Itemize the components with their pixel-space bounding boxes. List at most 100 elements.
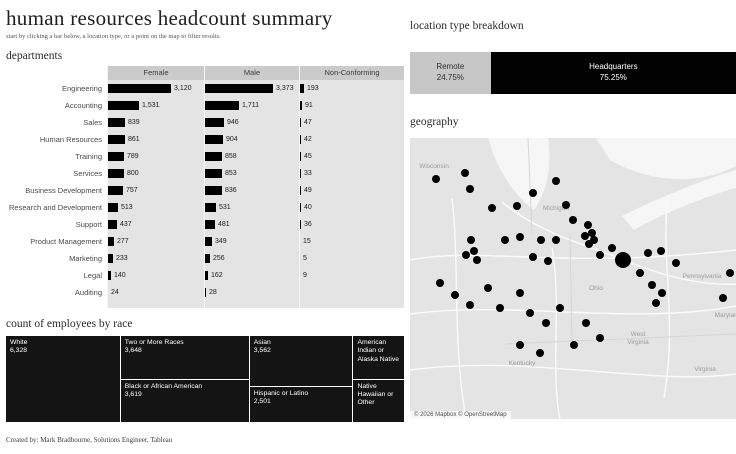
- bar[interactable]: [205, 237, 212, 246]
- race-cell[interactable]: Two or More Races 3,648: [120, 336, 249, 379]
- bar[interactable]: [205, 254, 210, 263]
- bar[interactable]: [205, 271, 208, 280]
- dept-bar-cell[interactable]: 24: [107, 284, 204, 301]
- dept-bar-cell[interactable]: 3,373: [204, 80, 299, 97]
- bar[interactable]: [108, 169, 124, 178]
- dept-bar-cell[interactable]: 531: [204, 199, 299, 216]
- dept-bar-cell[interactable]: 45: [299, 148, 404, 165]
- dept-bar-cell[interactable]: 349: [204, 233, 299, 250]
- dept-bar-cell[interactable]: 33: [299, 165, 404, 182]
- employee-location-dot[interactable]: [529, 189, 537, 197]
- dept-bar-cell[interactable]: 47: [299, 114, 404, 131]
- employee-location-dot[interactable]: [537, 236, 545, 244]
- employee-location-dot[interactable]: [501, 236, 509, 244]
- dept-bar-cell[interactable]: 40: [299, 199, 404, 216]
- bar[interactable]: [205, 135, 223, 144]
- bar[interactable]: [300, 186, 301, 195]
- race-cell[interactable]: White 6,328: [6, 336, 120, 422]
- dept-bar-cell[interactable]: [299, 284, 404, 301]
- employee-location-dot[interactable]: [516, 341, 524, 349]
- employee-location-dot[interactable]: [496, 304, 504, 312]
- employee-location-dot[interactable]: [451, 291, 459, 299]
- employee-location-dot[interactable]: [470, 247, 478, 255]
- dept-bar-cell[interactable]: 91: [299, 97, 404, 114]
- bar[interactable]: [108, 152, 124, 161]
- bar[interactable]: [108, 237, 114, 246]
- dept-bar-cell[interactable]: 28: [204, 284, 299, 301]
- employee-location-dot[interactable]: [552, 177, 560, 185]
- dept-bar-cell[interactable]: 839: [107, 114, 204, 131]
- dept-bar-cell[interactable]: 256: [204, 250, 299, 267]
- dept-bar-cell[interactable]: 49: [299, 182, 404, 199]
- employee-location-dot[interactable]: [581, 232, 589, 240]
- bar[interactable]: [205, 186, 222, 195]
- bar[interactable]: [108, 271, 111, 280]
- employee-location-dot[interactable]: [484, 284, 492, 292]
- bar[interactable]: [205, 118, 224, 127]
- race-cell[interactable]: Black or African American 3,619: [120, 379, 249, 422]
- employee-location-dot[interactable]: [726, 269, 734, 277]
- employee-location-dot[interactable]: [596, 251, 604, 259]
- dept-bar-cell[interactable]: 836: [204, 182, 299, 199]
- race-cell[interactable]: Hispanic or Latino 2,501: [249, 386, 353, 422]
- employee-location-dot[interactable]: [719, 294, 727, 302]
- employee-location-dot[interactable]: [461, 169, 469, 177]
- employee-location-dot[interactable]: [526, 309, 534, 317]
- dept-bar-cell[interactable]: 193: [299, 80, 404, 97]
- bar[interactable]: [300, 118, 301, 127]
- bar[interactable]: [205, 288, 206, 297]
- employee-location-dot[interactable]: [644, 249, 652, 257]
- dept-bar-cell[interactable]: 904: [204, 131, 299, 148]
- dept-bar-cell[interactable]: 946: [204, 114, 299, 131]
- employee-location-dot[interactable]: [608, 244, 616, 252]
- dept-bar-cell[interactable]: 800: [107, 165, 204, 182]
- bar[interactable]: [300, 152, 301, 161]
- bar[interactable]: [300, 101, 302, 110]
- dept-bar-cell[interactable]: 757: [107, 182, 204, 199]
- employee-location-dot[interactable]: [516, 233, 524, 241]
- bar[interactable]: [300, 203, 301, 212]
- employee-location-dot[interactable]: [652, 299, 660, 307]
- dept-bar-cell[interactable]: 1,531: [107, 97, 204, 114]
- race-cell[interactable]: Native Hawaiian or Other: [353, 379, 405, 422]
- bar[interactable]: [300, 169, 301, 178]
- bar[interactable]: [300, 84, 304, 93]
- employee-location-dot[interactable]: [570, 341, 578, 349]
- employee-location-dot[interactable]: [569, 216, 577, 224]
- employee-location-dot[interactable]: [596, 334, 604, 342]
- dept-bar-cell[interactable]: 513: [107, 199, 204, 216]
- dept-bar-cell[interactable]: 861: [107, 131, 204, 148]
- employee-location-dot[interactable]: [544, 257, 552, 265]
- employee-location-dot[interactable]: [536, 349, 544, 357]
- bar[interactable]: [205, 169, 222, 178]
- employee-location-dot[interactable]: [466, 185, 474, 193]
- dept-bar-cell[interactable]: 481: [204, 216, 299, 233]
- employee-location-dot[interactable]: [473, 256, 481, 264]
- dept-bar-cell[interactable]: 858: [204, 148, 299, 165]
- dept-bar-cell[interactable]: 42: [299, 131, 404, 148]
- employee-location-dot[interactable]: [513, 202, 521, 210]
- bar[interactable]: [300, 220, 301, 229]
- dept-bar-cell[interactable]: 277: [107, 233, 204, 250]
- employee-location-dot[interactable]: [657, 247, 665, 255]
- employee-location-dot[interactable]: [582, 319, 590, 327]
- employee-location-dot[interactable]: [615, 252, 631, 268]
- dept-bar-cell[interactable]: 36: [299, 216, 404, 233]
- employee-location-dot[interactable]: [648, 281, 656, 289]
- race-cell[interactable]: American Indian or Alaska Native: [353, 336, 405, 379]
- bar[interactable]: [205, 203, 216, 212]
- employee-location-dot[interactable]: [562, 201, 570, 209]
- dept-bar-cell[interactable]: 1,711: [204, 97, 299, 114]
- employee-location-dot[interactable]: [672, 259, 680, 267]
- employee-location-dot[interactable]: [584, 221, 592, 229]
- employee-location-dot[interactable]: [466, 301, 474, 309]
- bar[interactable]: [108, 254, 113, 263]
- dept-bar-cell[interactable]: 15: [299, 233, 404, 250]
- bar[interactable]: [108, 203, 118, 212]
- bar[interactable]: [108, 118, 125, 127]
- dept-bar-cell[interactable]: 140: [107, 267, 204, 284]
- dept-bar-cell[interactable]: 233: [107, 250, 204, 267]
- dept-bar-cell[interactable]: 853: [204, 165, 299, 182]
- bar[interactable]: [108, 101, 139, 110]
- employee-location-dot[interactable]: [542, 319, 550, 327]
